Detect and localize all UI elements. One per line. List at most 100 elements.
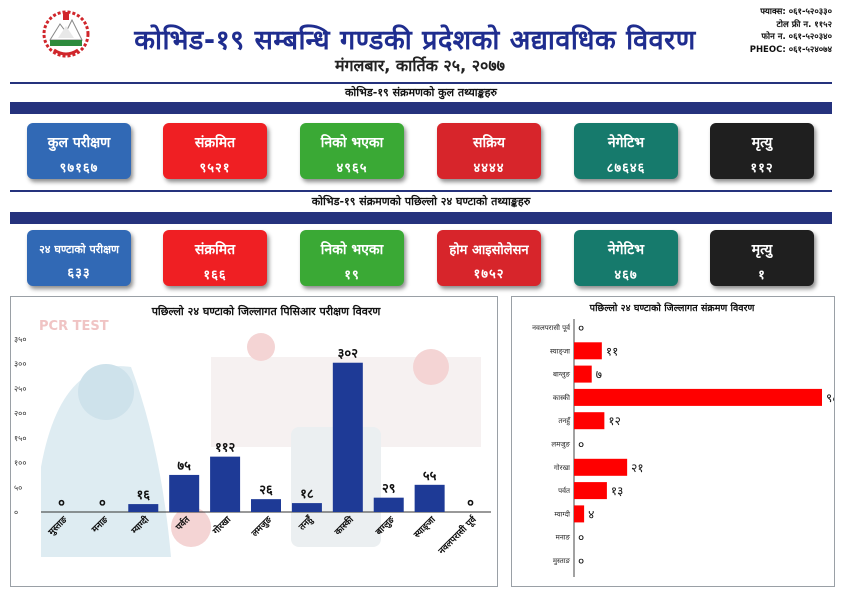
card-24h-recovered: निको भएका १९ bbox=[300, 230, 404, 286]
card-infected: संक्रमित ९५२१ bbox=[163, 123, 267, 179]
bar-series: ० ० १६ ७५ ११२ २६ १८ ३०२ २९ ५५ ० bbox=[58, 347, 474, 512]
bar-value-label: ११२ bbox=[215, 441, 236, 456]
bar bbox=[291, 503, 322, 512]
card-24h-infected: संक्रमित १६६ bbox=[163, 230, 267, 286]
hbar-value-label: ० bbox=[578, 554, 584, 568]
bar-value-label: १८ bbox=[300, 487, 314, 502]
bar-value-label: १६ bbox=[137, 488, 151, 503]
hbar-value-label: ० bbox=[578, 438, 584, 452]
bar bbox=[251, 499, 281, 512]
hbar bbox=[574, 365, 592, 383]
y-tick-label: १०० bbox=[14, 459, 26, 468]
hbar-value-label: ९८ bbox=[826, 391, 834, 405]
y-tick-label: ० bbox=[14, 508, 18, 517]
card-value: ४४४४ bbox=[473, 161, 505, 176]
card-value: १९ bbox=[344, 268, 360, 283]
bar-value-label: ७५ bbox=[177, 459, 191, 474]
report-date: मंगलबार, कार्तिक २५, २०७७ bbox=[334, 56, 506, 75]
hbar-value-label: १२ bbox=[608, 414, 620, 428]
contact-phone: फोन न. ०६१-५२०३४० bbox=[761, 32, 832, 42]
y-tick-label: ३५० bbox=[14, 335, 26, 344]
section-strip bbox=[10, 212, 832, 224]
daily-section-title: कोभिड-१९ संक्रमणको पछिल्लो २४ घण्टाको तथ… bbox=[311, 195, 531, 208]
bar-value-label: ० bbox=[467, 496, 474, 511]
hbar bbox=[574, 388, 822, 406]
bar bbox=[169, 474, 200, 512]
card-value: ११२ bbox=[750, 161, 774, 176]
bar bbox=[414, 484, 445, 512]
hbar-value-label: ७ bbox=[596, 368, 602, 382]
card-label: मृत्यु bbox=[751, 242, 773, 258]
y-category-label: स्याङ्जा bbox=[550, 347, 570, 355]
hbar-value-label: १३ bbox=[611, 484, 623, 498]
contact-tollfree: टोल फ्री न. ११५२ bbox=[776, 19, 832, 30]
card-24h-deaths: मृत्यु १ bbox=[710, 230, 814, 286]
bar-value-label: ३०२ bbox=[338, 347, 359, 362]
card-value: ८७६४६ bbox=[606, 161, 646, 176]
page-title: कोभिड-१९ सम्बन्धि गण्डकी प्रदेशको अद्याव… bbox=[134, 25, 696, 56]
card-value: ६३३ bbox=[67, 266, 91, 281]
card-label: नेगेटिभ bbox=[607, 242, 645, 258]
card-label: संक्रमित bbox=[194, 135, 236, 151]
card-home-isolation: होम आइसोलेसन १७५२ bbox=[437, 230, 541, 286]
card-label: मृत्यु bbox=[751, 135, 773, 151]
card-label: संक्रमित bbox=[194, 242, 236, 258]
bar bbox=[210, 456, 241, 512]
infection-hbar-chart: पछिल्लो २४ घण्टाको जिल्लागत संक्रमण विवर… bbox=[532, 302, 838, 577]
card-label: कुल परीक्षण bbox=[47, 135, 111, 151]
card-label: सक्रिय bbox=[473, 135, 505, 151]
card-label: नेगेटिभ bbox=[607, 135, 645, 151]
card-value: १७५२ bbox=[473, 267, 505, 282]
card-recovered: निको भएका ४९६५ bbox=[300, 123, 404, 179]
y-category-label: म्याग्दी bbox=[554, 509, 570, 518]
bar bbox=[373, 497, 404, 512]
card-value: ९५२१ bbox=[199, 161, 231, 176]
hbar bbox=[574, 505, 585, 523]
y-category-label: मनाङ bbox=[556, 534, 571, 542]
hbar bbox=[574, 342, 602, 360]
card-negative: नेगेटिभ ८७६४६ bbox=[574, 123, 678, 179]
y-tick-label: २०० bbox=[14, 409, 26, 418]
pcr-chart-title: पछिल्लो २४ घण्टाको जिल्लागत पिसिआर परीक्… bbox=[151, 304, 382, 318]
bar bbox=[128, 504, 159, 512]
card-24h-negative: नेगेटिभ ४६७ bbox=[574, 230, 678, 286]
hbar bbox=[574, 458, 628, 476]
hbar-value-label: ० bbox=[578, 321, 584, 335]
hbar-value-label: ० bbox=[578, 531, 584, 545]
hbar bbox=[574, 412, 605, 430]
hbar-value-label: ११ bbox=[606, 344, 618, 358]
pcr-bar-chart: PCR TEST पछिल्लो २४ घण्टाको जिल्लागत पिस… bbox=[11, 297, 497, 586]
infection-chart-panel: पछिल्लो २४ घण्टाको जिल्लागत संक्रमण विवर… bbox=[511, 296, 838, 587]
card-value: ९७१६७ bbox=[59, 161, 99, 176]
bar-value-label: ० bbox=[99, 496, 106, 511]
y-category-label: कास्की bbox=[553, 393, 570, 402]
hbar-value-label: ४ bbox=[588, 507, 594, 521]
divider-line bbox=[10, 82, 832, 84]
card-value: ४६७ bbox=[614, 268, 638, 283]
bar bbox=[332, 362, 363, 512]
pcr-test-watermark: PCR TEST bbox=[39, 319, 109, 334]
bar-value-label: ५५ bbox=[423, 469, 437, 484]
y-tick-label: २५० bbox=[14, 384, 26, 393]
pcr-chart-panel: PCR TEST पछिल्लो २४ घण्टाको जिल्लागत पिस… bbox=[10, 296, 498, 587]
y-category-label: तनहुँ bbox=[558, 416, 571, 426]
bar-value-label: ० bbox=[58, 496, 65, 511]
hbar-value-label: २१ bbox=[631, 461, 643, 475]
contact-pheoc: PHEOC: ०६१-५२४०७४ bbox=[749, 44, 832, 55]
y-category-label: गोरखा bbox=[554, 463, 570, 472]
bar-value-label: २६ bbox=[259, 483, 273, 498]
y-category-label: मुस्ताङ bbox=[553, 557, 571, 565]
contact-info: फ्याक्स: ०६१-५२०३३० टोल फ्री न. ११५२ फोन… bbox=[750, 6, 832, 56]
y-category-label: नवलपरासी पूर्व bbox=[532, 323, 571, 332]
y-tick-label: ५० bbox=[14, 483, 22, 492]
card-label: २४ घण्टाको परीक्षण bbox=[39, 243, 119, 256]
total-section-title: कोभिड-१९ संक्रमणको कुल तथ्याङ्कहरु bbox=[344, 86, 497, 99]
card-value: ४९६५ bbox=[336, 161, 368, 176]
card-value: १६६ bbox=[203, 268, 227, 283]
chart-background-illustration bbox=[11, 297, 497, 586]
bar-value-label: २९ bbox=[382, 482, 396, 497]
hbar bbox=[574, 482, 607, 500]
card-deaths: मृत्यु ११२ bbox=[710, 123, 814, 179]
y-tick-label: ३०० bbox=[14, 360, 26, 369]
y-tick-label: १५० bbox=[14, 434, 26, 443]
